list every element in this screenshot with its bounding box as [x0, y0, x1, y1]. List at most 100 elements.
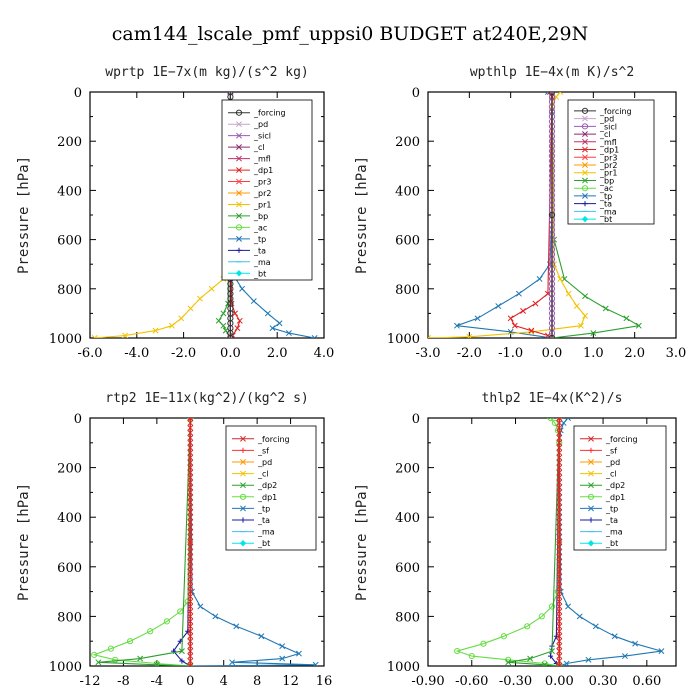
seriesforcing-marker	[556, 608, 563, 615]
seriespr1-marker	[466, 333, 473, 338]
seriesdp1-marker	[91, 651, 98, 658]
legend-label: _dp2	[257, 481, 277, 490]
x-tick-label: 0	[186, 674, 194, 689]
seriesforcing-marker	[556, 489, 563, 496]
seriesforcing-marker	[556, 628, 563, 635]
legend-label: _pr3	[253, 178, 271, 187]
seriesforcing-marker	[187, 618, 194, 625]
seriesdp1-marker	[554, 588, 561, 595]
seriesforcing-marker	[556, 519, 563, 526]
seriesforcing-marker	[187, 449, 194, 456]
panel-title: rtp2 1E−11x(kg^2)/(kg^2 s)	[105, 391, 309, 406]
seriestp-marker	[311, 335, 318, 338]
seriesforcing-marker	[187, 578, 194, 585]
legend-marker	[582, 162, 588, 168]
seriesdp2-marker	[95, 659, 102, 666]
legend-label: _bt	[253, 269, 266, 278]
seriesdp1-marker	[532, 300, 539, 307]
seriesbp-marker	[635, 322, 642, 329]
legend-label: _forcing	[599, 107, 632, 116]
seriesforcing-marker	[556, 479, 563, 486]
y-tick-label: 1000	[387, 660, 420, 675]
legend-label: _dp1	[605, 493, 625, 502]
seriesforcing-marker	[556, 563, 563, 570]
legend-marker	[588, 505, 594, 512]
seriesforcing-marker	[187, 603, 194, 610]
seriespr1-line	[428, 92, 586, 338]
seriesforcing-marker	[556, 573, 563, 580]
panel-3: rtp2 1E−11x(kg^2)/(kg^2 s) Pressure [hPa]…	[16, 391, 332, 689]
legend-label: _dp2	[605, 481, 625, 490]
seriesforcing-marker	[556, 509, 563, 516]
x-tick-label: -0.60	[455, 674, 488, 689]
seriestp-marker	[563, 660, 570, 666]
seriesforcing-marker	[556, 418, 563, 421]
seriesbp-marker	[582, 293, 589, 300]
seriesbp-marker	[590, 330, 597, 337]
seriesforcing-marker	[548, 334, 556, 338]
legend-label: _bp	[253, 212, 268, 221]
seriesta-marker	[179, 658, 185, 664]
seriesforcing-marker	[556, 544, 563, 550]
x-tick-label: -6.0	[77, 346, 102, 361]
legend-label: _cl	[257, 470, 269, 479]
y-tick-label: 200	[395, 462, 420, 477]
y-tick-label: 600	[57, 561, 82, 576]
seriestp-marker	[197, 603, 204, 610]
y-axis-label: Pressure [hPa]	[354, 156, 370, 274]
legend-marker	[236, 190, 242, 196]
x-tick-label: -2.0	[171, 346, 196, 361]
seriesforcing-marker	[187, 469, 194, 476]
legend-label: _mfl	[253, 155, 271, 164]
seriestp-marker	[585, 656, 592, 663]
legend-marker	[236, 201, 242, 208]
legend-marker	[235, 270, 243, 277]
seriespr1-marker	[122, 332, 129, 338]
seriesforcing-marker	[187, 563, 194, 570]
seriesdp2-marker	[505, 659, 512, 666]
seriesbp-marker	[623, 315, 630, 322]
legend-label: _pr2	[599, 161, 617, 170]
seriesforcing-marker	[187, 474, 194, 481]
seriestp-line	[189, 418, 316, 666]
x-tick-label: 12	[282, 674, 299, 689]
seriesdp1-marker	[228, 300, 235, 307]
seriesdp1-marker	[153, 660, 160, 666]
seriestp-marker	[592, 623, 599, 630]
seriesforcing-marker	[187, 544, 194, 550]
legend-label: _bt	[605, 539, 618, 548]
seriesdp2-line	[98, 418, 191, 666]
seriesdp1-marker	[511, 322, 518, 329]
y-tick-label: 400	[395, 184, 420, 199]
seriespr1-marker	[582, 312, 589, 319]
legend-label: _pd	[599, 115, 614, 124]
y-tick-label: 800	[57, 283, 82, 298]
legend-label: _tp	[257, 504, 270, 513]
seriesforcing-marker	[556, 420, 563, 426]
seriestp-marker	[285, 330, 292, 337]
x-tick-label: -3.0	[415, 346, 440, 361]
seriespr1-marker	[208, 285, 215, 292]
seriesforcing-marker	[187, 608, 194, 615]
seriespr1-marker	[178, 315, 185, 322]
seriestp-marker	[474, 315, 481, 322]
seriesdp1-marker	[111, 656, 119, 663]
seriesdp2-line	[508, 418, 560, 666]
seriesforcing-marker	[556, 658, 563, 664]
seriesforcing-marker	[556, 459, 563, 466]
seriestp-marker	[264, 310, 271, 317]
legend-label: _forcing	[253, 109, 286, 118]
seriesforcing-marker	[187, 504, 194, 511]
seriesdp2-marker	[178, 648, 185, 655]
legend-marker	[588, 517, 594, 523]
seriesforcing-marker	[556, 588, 563, 595]
seriesforcing-marker	[187, 420, 194, 426]
seriesdp1-marker	[554, 427, 561, 434]
legend-label: _sf	[257, 446, 269, 455]
legend-label: _pr2	[253, 189, 271, 198]
seriesforcing-marker	[187, 623, 194, 630]
seriesforcing-marker	[187, 628, 194, 635]
legend-marker	[587, 493, 595, 500]
seriespr1-marker	[565, 290, 572, 297]
legend-marker	[239, 540, 247, 547]
